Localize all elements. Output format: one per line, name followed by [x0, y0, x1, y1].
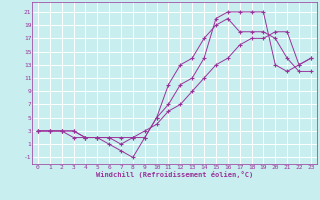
X-axis label: Windchill (Refroidissement éolien,°C): Windchill (Refroidissement éolien,°C): [96, 171, 253, 178]
